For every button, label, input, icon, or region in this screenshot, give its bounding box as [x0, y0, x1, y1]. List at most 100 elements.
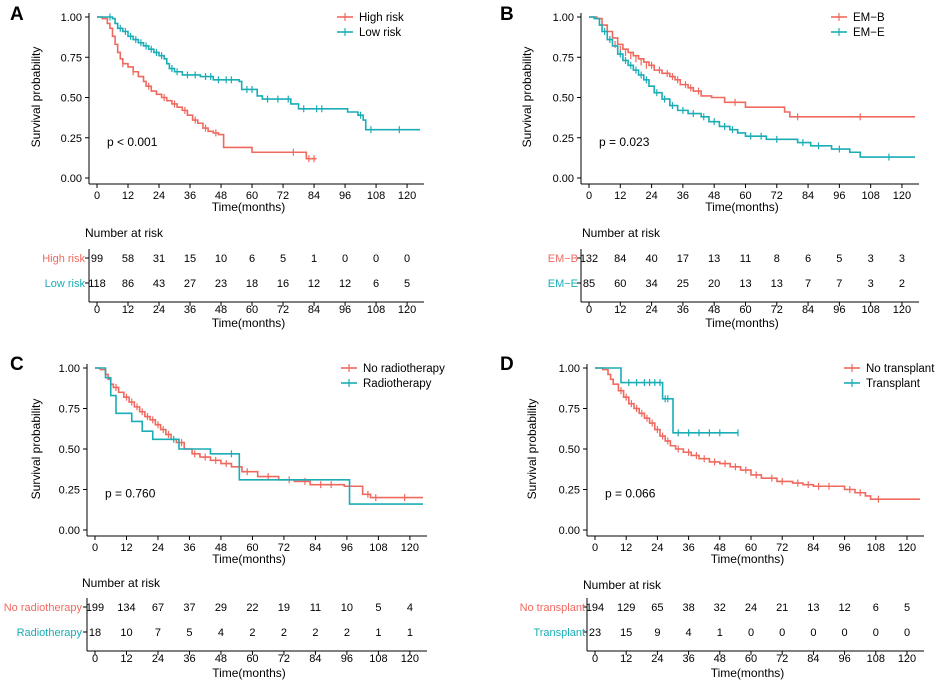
x-tick-label: 60: [246, 190, 258, 202]
risk-count: 134: [117, 602, 135, 614]
risk-x-tick-label: 48: [708, 304, 720, 316]
risk-count: 132: [580, 253, 598, 265]
risk-count: 7: [836, 278, 842, 290]
x-tick-label: 48: [215, 190, 227, 202]
panel-a: A0.000.250.500.751.000 12 24 36 48 60 72 84 96 10…: [10, 4, 424, 330]
x-axis-label: Time(months): [711, 552, 785, 566]
risk-count: 11: [310, 602, 321, 614]
risk-count: 9: [654, 627, 660, 639]
x-tick-label: 120: [898, 542, 916, 554]
risk-x-axis-label: Time(months): [212, 666, 286, 680]
risk-x-tick-label: 60: [246, 653, 258, 665]
risk-count: 11: [740, 253, 751, 265]
risk-row-label: High risk: [42, 253, 85, 265]
x-tick-label: 72: [278, 542, 290, 554]
risk-count: 1: [407, 627, 413, 639]
y-axis-label: Survival probability: [525, 399, 539, 500]
risk-x-tick-label: 72: [776, 653, 788, 665]
x-tick-label: 12: [620, 542, 632, 554]
x-tick-label: 120: [893, 190, 911, 202]
risk-row-label: Low risk: [45, 278, 86, 290]
risk-x-tick-label: 60: [745, 653, 757, 665]
risk-x-tick-label: 108: [367, 304, 385, 316]
risk-x-tick-label: 84: [807, 653, 819, 665]
risk-x-tick-label: 96: [838, 653, 850, 665]
risk-count: 2: [281, 627, 287, 639]
risk-count: 0: [342, 253, 348, 265]
risk-count: 99: [91, 253, 103, 265]
y-tick-label: 0.75: [59, 404, 80, 416]
risk-count: 6: [249, 253, 255, 265]
legend-label: No radiotherapy: [363, 363, 445, 375]
risk-count: 199: [86, 602, 104, 614]
risk-x-tick-label: 120: [898, 653, 916, 665]
risk-row-label: Radiotherapy: [17, 627, 83, 639]
risk-count: 12: [308, 278, 320, 290]
x-tick-label: 36: [184, 190, 196, 202]
risk-x-tick-label: 24: [152, 653, 164, 665]
risk-count: 13: [771, 278, 783, 290]
series-transplant: [595, 367, 739, 437]
x-tick-label: 12: [122, 190, 134, 202]
risk-count: 0: [748, 627, 754, 639]
risk-count: 3: [868, 278, 874, 290]
risk-x-tick-label: 12: [122, 304, 134, 316]
x-tick-label: 120: [398, 190, 416, 202]
risk-count: 6: [373, 278, 379, 290]
y-tick-label: 0.50: [59, 444, 80, 456]
risk-row-label: EM−B: [548, 253, 578, 265]
x-tick-label: 120: [401, 542, 419, 554]
axes: 0.00 0.25 0.50 0.75 1.00 0 12 24 36 48 60 72 84 96 108…: [520, 12, 919, 214]
risk-x-tick-label: 60: [739, 304, 751, 316]
risk-count: 1: [311, 253, 317, 265]
risk-count: 31: [153, 253, 165, 265]
risk-count: 5: [186, 627, 192, 639]
risk-count: 29: [215, 602, 227, 614]
risk-count: 22: [246, 602, 258, 614]
risk-count: 15: [620, 627, 632, 639]
x-tick-label: 24: [645, 190, 657, 202]
risk-x-tick-label: 36: [184, 304, 196, 316]
y-tick-label: 1.00: [61, 12, 82, 24]
series-em-e: [589, 16, 915, 161]
risk-x-tick-label: 120: [401, 653, 419, 665]
risk-x-tick-label: 0: [94, 304, 100, 316]
y-tick-label: 0.25: [61, 133, 82, 145]
x-tick-label: 24: [152, 542, 164, 554]
risk-x-axis-label: Time(months): [705, 316, 779, 330]
risk-count: 85: [583, 278, 595, 290]
risk-count: 0: [842, 627, 848, 639]
risk-x-tick-label: 120: [893, 304, 911, 316]
legend-entry: EM−B: [831, 12, 885, 24]
y-tick-label: 1.00: [559, 363, 580, 375]
risk-x-axis-label: Time(months): [212, 316, 286, 330]
x-tick-label: 84: [309, 542, 321, 554]
risk-x-tick-label: 36: [682, 653, 694, 665]
x-tick-label: 24: [153, 190, 165, 202]
risk-count: 0: [373, 253, 379, 265]
risk-count: 7: [805, 278, 811, 290]
risk-x-tick-label: 96: [341, 653, 353, 665]
x-tick-label: 108: [867, 542, 885, 554]
y-tick-label: 0.00: [61, 173, 82, 185]
risk-count: 13: [739, 278, 751, 290]
x-tick-label: 84: [308, 190, 320, 202]
y-tick-label: 0.25: [559, 485, 580, 497]
survival-curve: [589, 16, 915, 158]
risk-x-tick-label: 72: [278, 653, 290, 665]
risk-count: 25: [677, 278, 689, 290]
series-radiotherapy: [95, 367, 423, 505]
legend-entry: Radiotherapy: [341, 378, 432, 390]
y-tick-label: 0.50: [553, 93, 574, 105]
legend-entry: No radiotherapy: [341, 363, 445, 375]
legend-label: Transplant: [866, 378, 921, 390]
risk-x-tick-label: 0: [586, 304, 592, 316]
risk-count: 15: [184, 253, 196, 265]
risk-x-tick-label: 84: [309, 653, 321, 665]
risk-count: 13: [708, 253, 720, 265]
x-tick-label: 0: [586, 190, 592, 202]
risk-count: 32: [714, 602, 726, 614]
risk-count: 8: [774, 253, 780, 265]
